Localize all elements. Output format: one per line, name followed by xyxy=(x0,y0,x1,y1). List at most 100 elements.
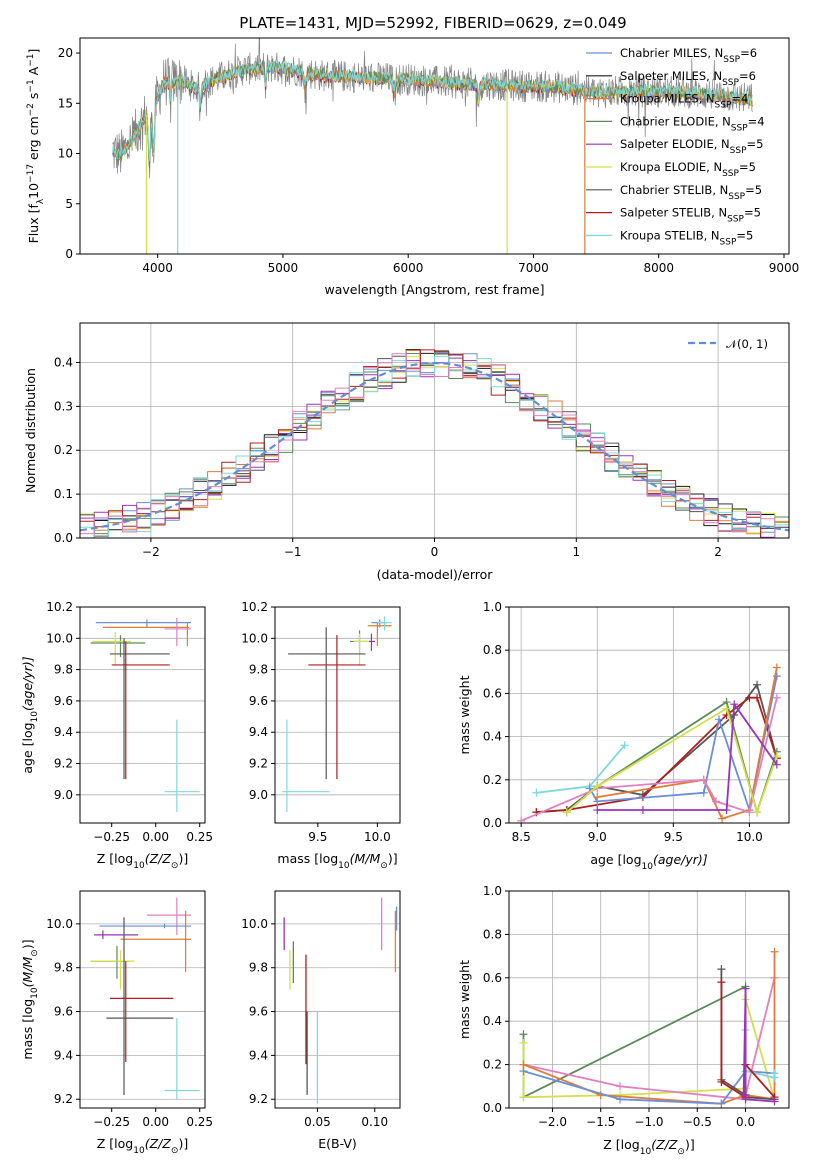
axes-frame xyxy=(79,890,206,1109)
y-tick-label: 9.2 xyxy=(54,757,73,771)
y-tick-label: 9.6 xyxy=(249,694,268,708)
legend-label: Chabrier STELIB, NSSP=5 xyxy=(620,183,762,202)
mass-weight-point xyxy=(519,1038,528,1047)
mass-weight-point xyxy=(772,752,781,761)
mass-weight-point xyxy=(770,947,779,956)
histogram-panel: −2 −1 0 1 2 0.0 0.1 0.2 0.3 0.4 (data-model)/error… xyxy=(23,322,790,582)
x-tick-label: −1 xyxy=(284,545,302,559)
y-tick-label: 9.6 xyxy=(54,1005,73,1019)
mass-weight-point xyxy=(718,814,727,823)
y-tick-label: 9.2 xyxy=(54,1092,73,1106)
x-tick-label: 0.0 xyxy=(736,1115,755,1129)
x-axis-title: (data-model)/error xyxy=(377,567,494,582)
mass-weight-point xyxy=(753,808,762,817)
y-tick-label: 0.4 xyxy=(54,355,73,369)
mass-weight-point xyxy=(745,693,754,702)
mass-weight-point xyxy=(722,704,731,713)
legend-label: Salpeter ELODIE, NSSP=5 xyxy=(620,137,763,156)
y-tick-label: 9.0 xyxy=(54,788,73,802)
mass-weight-point xyxy=(772,693,781,702)
y-tick-label: 0.0 xyxy=(483,816,502,830)
mass-weight-point xyxy=(699,788,708,797)
x-tick-label: 5000 xyxy=(268,261,299,275)
x-tick-label: 7000 xyxy=(518,261,549,275)
y-axis-title: Flux [fλ10−17 erg cm−2 s−1 A−1] xyxy=(26,49,46,244)
mass-weight-point xyxy=(730,700,739,709)
spectrum-legend: Chabrier MILES, NSSP=6 Salpeter MILES, NS… xyxy=(586,46,765,247)
x-tick-label: 9.5 xyxy=(308,830,327,844)
mass-weight-point xyxy=(616,1082,625,1091)
mass-weight-point xyxy=(715,715,723,724)
mass-weight-point xyxy=(519,1093,528,1102)
y-tick-label: 1.0 xyxy=(483,600,502,614)
x-tick-label: 10.0 xyxy=(364,830,391,844)
x-tick-label: 9.0 xyxy=(588,830,607,844)
x-tick-label: 9000 xyxy=(769,261,800,275)
mass-weight-point xyxy=(753,680,762,689)
y-axis-title: age [log10(age/yr)] xyxy=(20,656,40,773)
x-tick-label: 0.25 xyxy=(186,830,213,844)
legend-label: Salpeter MILES, NSSP=6 xyxy=(620,69,756,88)
y-tick-label: 5 xyxy=(65,197,73,211)
mass-weight-age-panel: 8.5 9.0 9.5 10.0 0.0 0.2 0.4 0.6 0.8 1.0 age [log1… xyxy=(457,600,790,872)
x-axis-title: Z [log10(Z/Z⊙)] xyxy=(603,1137,694,1157)
y-tick-label: 0.6 xyxy=(483,971,502,985)
mass-weight-point xyxy=(745,808,754,817)
mass-weight-point xyxy=(722,806,731,815)
plot-content xyxy=(519,947,779,1108)
y-tick-label: 9.4 xyxy=(249,725,268,739)
plot-content xyxy=(112,38,753,254)
mass-reddening-panel: 0.05 0.10 9.2 9.4 9.6 9.8 10.0 E(B-V) xyxy=(241,890,401,1151)
x-tick-label: 0.05 xyxy=(304,1115,331,1129)
y-tick-label: 9.0 xyxy=(249,788,268,802)
mass-weight-line xyxy=(742,987,775,1103)
x-tick-label: 4000 xyxy=(142,261,173,275)
y-tick-label: 9.4 xyxy=(249,1048,268,1062)
age-metallicity-panel: −0.25 0.00 0.25 9.0 9.2 9.4 9.6 9.8 10.0 10.2 Z [l… xyxy=(20,600,213,871)
mass-weight-line xyxy=(522,998,776,1100)
mass-weight-point xyxy=(741,1095,750,1104)
x-axis-title: age [log10(age/yr)] xyxy=(590,852,707,872)
histogram-legend: 𝒩(0, 1) xyxy=(688,337,768,351)
y-tick-label: 10.2 xyxy=(46,600,73,614)
y-tick-label: 10.0 xyxy=(46,917,73,931)
mass-weight-point xyxy=(620,741,629,750)
y-tick-label: 9.6 xyxy=(54,694,73,708)
y-tick-label: 0 xyxy=(65,247,73,261)
x-tick-label: 0.25 xyxy=(186,1115,213,1129)
axes-frame xyxy=(274,890,401,1109)
mass-weight-metallicity-panel: −2.0 −1.5 −1.0 −0.5 0.0 0.0 0.2 0.4 0.6 0.8 1.0 Z [… xyxy=(457,884,790,1157)
axes-frame xyxy=(274,606,401,824)
mass-weight-point xyxy=(517,816,526,823)
legend-label: Kroupa ELODIE, NSSP=5 xyxy=(620,160,756,179)
normal-curve xyxy=(80,361,789,532)
y-tick-label: 0.2 xyxy=(483,1058,502,1072)
mass-weight-point xyxy=(717,978,726,987)
y-tick-label: 0.3 xyxy=(54,399,73,413)
histogram-step xyxy=(80,355,789,538)
x-axis-title: Z [log10(Z/Z⊙)] xyxy=(97,851,188,871)
plots-area: 4000 5000 6000 7000 8000 900005101520waveleng… xyxy=(20,37,800,1157)
legend-label: Kroupa STELIB, NSSP=5 xyxy=(620,228,753,247)
mass-weight-point xyxy=(772,672,781,681)
plot-content xyxy=(90,897,200,1100)
x-tick-label: −2.0 xyxy=(538,1115,567,1129)
y-tick-label: 10.0 xyxy=(46,631,73,645)
x-tick-label: 1 xyxy=(572,545,580,559)
mass-weight-point xyxy=(770,1097,779,1106)
plot-content xyxy=(282,616,392,813)
spectrum-model xyxy=(112,60,753,162)
y-tick-label: 9.6 xyxy=(249,1005,268,1019)
x-tick-label: 0.10 xyxy=(361,1115,388,1129)
mass-weight-point xyxy=(772,663,781,672)
mass-weight-point xyxy=(717,965,726,974)
x-tick-label: −1.0 xyxy=(634,1115,663,1129)
y-tick-label: 9.2 xyxy=(249,1092,268,1106)
legend-label: Salpeter STELIB, NSSP=5 xyxy=(620,206,761,225)
y-tick-label: 0.8 xyxy=(483,643,502,657)
y-tick-label: 10 xyxy=(58,147,73,161)
mass-weight-point xyxy=(616,1095,625,1104)
y-tick-label: 9.8 xyxy=(54,663,73,677)
legend-label: Chabrier MILES, NSSP=6 xyxy=(620,46,757,65)
y-tick-label: 0.1 xyxy=(54,487,73,501)
